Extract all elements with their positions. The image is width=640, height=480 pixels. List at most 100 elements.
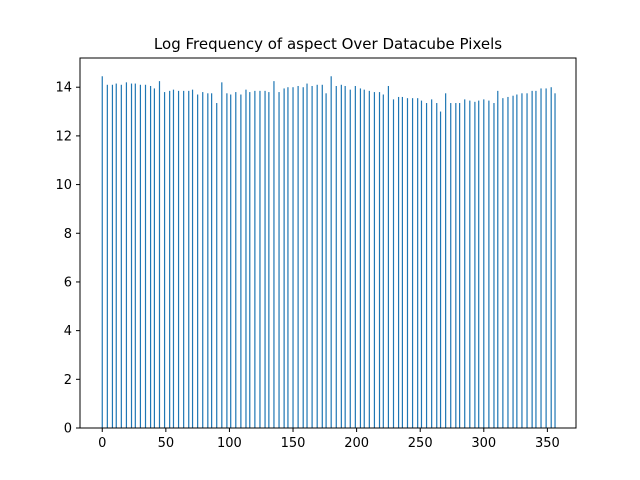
- bar: [240, 94, 242, 428]
- bar: [455, 103, 457, 428]
- bar: [540, 88, 542, 429]
- bar: [335, 85, 337, 429]
- x-tick-label: 350: [535, 436, 560, 451]
- bar: [316, 84, 318, 428]
- bar: [120, 84, 122, 428]
- bar: [445, 93, 447, 429]
- bar: [531, 90, 533, 429]
- bar: [469, 100, 471, 428]
- x-tick-label: 100: [217, 436, 242, 451]
- bar: [144, 84, 147, 428]
- bar: [197, 94, 199, 428]
- bar: [431, 99, 433, 428]
- y-axis-ticks: 0 2 4 6 8 10 12 14: [55, 81, 80, 437]
- bar: [459, 103, 461, 428]
- bar: [392, 99, 395, 428]
- bar: [292, 87, 294, 429]
- bar: [278, 92, 280, 428]
- bar: [245, 89, 247, 428]
- bar: [344, 85, 346, 429]
- bar: [297, 85, 299, 429]
- bar: [378, 92, 381, 428]
- bar: [436, 103, 438, 428]
- bar: [230, 94, 232, 428]
- bar: [321, 84, 323, 428]
- x-tick-label: 150: [281, 436, 306, 451]
- bar: [115, 83, 117, 428]
- y-tick-label: 8: [64, 227, 72, 242]
- y-tick-label: 4: [64, 324, 72, 339]
- bar: [420, 100, 423, 428]
- bar: [268, 92, 270, 428]
- plot-frame: [79, 57, 577, 429]
- x-tick-label: 250: [408, 436, 433, 451]
- y-tick-label: 14: [55, 81, 72, 96]
- chart-title: Log Frequency of aspect Over Datacube Pi…: [154, 35, 502, 53]
- bar: [387, 85, 390, 429]
- bar: [111, 84, 114, 428]
- bar: [235, 92, 237, 428]
- x-tick-label: 0: [98, 436, 106, 451]
- bar: [325, 93, 327, 429]
- bar: [550, 87, 552, 429]
- bar: [183, 90, 185, 429]
- x-tick-label: 200: [344, 436, 369, 451]
- bars-group: [101, 76, 556, 429]
- bar: [287, 87, 289, 429]
- bar: [545, 88, 547, 429]
- bar: [177, 90, 180, 429]
- bar: [264, 90, 266, 429]
- y-tick-label: 2: [64, 373, 72, 388]
- bar: [125, 82, 128, 428]
- bar: [401, 96, 403, 428]
- x-tick-label: 50: [158, 436, 175, 451]
- bar: [191, 89, 194, 428]
- bar: [216, 103, 218, 428]
- bar: [382, 94, 384, 428]
- bar: [202, 92, 204, 428]
- bar: [474, 101, 476, 428]
- bar: [512, 95, 514, 428]
- x-axis-ticks: 0 50 100 150 200 250 300 350: [98, 428, 560, 451]
- bar: [535, 90, 537, 429]
- bar: [349, 89, 351, 428]
- x-tick-label: 300: [471, 436, 496, 451]
- bar: [464, 99, 466, 428]
- bar: [254, 90, 256, 429]
- bar: [450, 103, 452, 428]
- bar: [417, 98, 419, 428]
- bar: [363, 89, 365, 428]
- bar: [226, 93, 228, 429]
- bar: [211, 93, 213, 429]
- bar: [172, 89, 175, 428]
- bar: [188, 90, 190, 429]
- bar: [354, 85, 356, 429]
- bar: [106, 84, 108, 428]
- bar: [340, 84, 342, 428]
- bar: [139, 84, 142, 428]
- bar: [502, 98, 504, 428]
- bar: [359, 88, 362, 429]
- bar: [411, 98, 414, 428]
- bar: [259, 90, 261, 429]
- bar: [153, 88, 155, 429]
- y-tick-label: 10: [55, 178, 72, 193]
- bar: [397, 96, 400, 428]
- bar: [306, 83, 308, 428]
- bar: [488, 100, 490, 428]
- bar: [169, 90, 171, 429]
- bar: [493, 103, 495, 428]
- bar: [497, 90, 499, 429]
- bar: [158, 81, 161, 429]
- bar: [302, 87, 304, 429]
- bar: [483, 99, 485, 428]
- bar: [130, 83, 133, 428]
- bar: [478, 100, 480, 428]
- y-tick-label: 12: [55, 129, 72, 144]
- bar: [330, 76, 332, 428]
- bar: [507, 96, 509, 428]
- bar: [134, 83, 136, 428]
- bar: [101, 76, 103, 428]
